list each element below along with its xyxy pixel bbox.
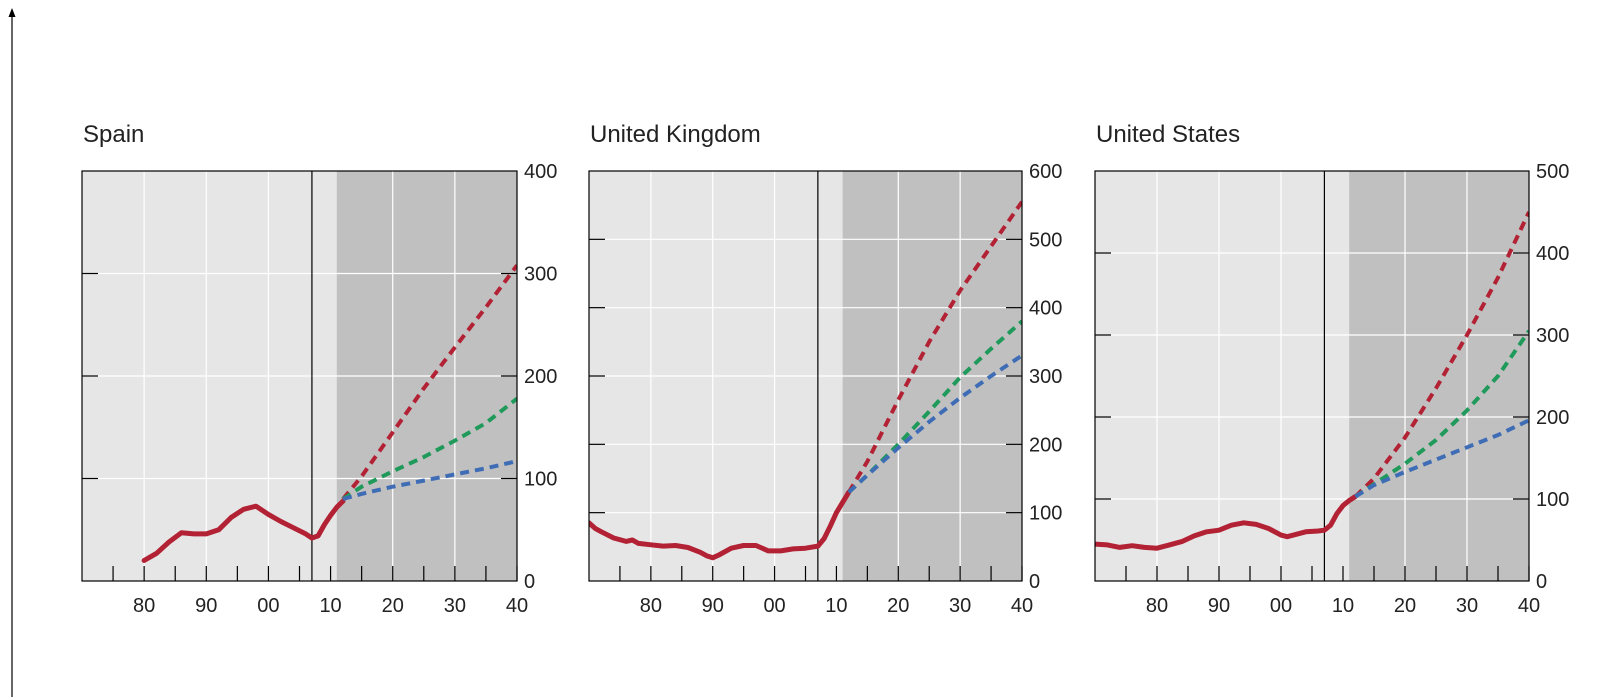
projection-line-3 bbox=[342, 459, 517, 501]
y-tick-label: 100 bbox=[1536, 489, 1569, 511]
x-tick-label: 80 bbox=[133, 595, 155, 617]
x-tick-label: 10 bbox=[1332, 595, 1354, 617]
x-tick-label: 30 bbox=[1456, 595, 1478, 617]
y-tick-label: 300 bbox=[1029, 366, 1062, 388]
x-tick-label: 20 bbox=[1394, 595, 1416, 617]
projection-line-2 bbox=[341, 397, 517, 501]
y-tick-label: 600 bbox=[1029, 161, 1062, 183]
outer-axis-arrowhead bbox=[8, 8, 16, 17]
x-tick-label: 40 bbox=[1518, 595, 1540, 617]
y-tick-label: 100 bbox=[1029, 503, 1062, 525]
chart-title: United Kingdom bbox=[590, 121, 761, 148]
x-tick-label: 40 bbox=[506, 595, 528, 617]
y-tick-label: 0 bbox=[1536, 571, 1547, 593]
y-tick-label: 0 bbox=[1029, 571, 1040, 593]
x-tick-label: 00 bbox=[1270, 595, 1292, 617]
y-tick-label: 400 bbox=[1029, 298, 1062, 320]
x-tick-label: 90 bbox=[702, 595, 724, 617]
chart-title: United States bbox=[1096, 121, 1240, 148]
projection-line-3 bbox=[847, 353, 1022, 494]
projection-shade bbox=[1349, 171, 1529, 581]
historical-line bbox=[1095, 494, 1358, 551]
historical-line bbox=[141, 498, 346, 563]
chart-title: Spain bbox=[83, 121, 144, 148]
x-tick-label: 20 bbox=[382, 595, 404, 617]
x-tick-label: 10 bbox=[319, 595, 341, 617]
y-tick-label: 100 bbox=[524, 469, 557, 491]
projection-line-1 bbox=[1354, 211, 1529, 498]
x-tick-label: 40 bbox=[1011, 595, 1033, 617]
y-tick-label: 200 bbox=[1536, 407, 1569, 429]
y-tick-label: 400 bbox=[1536, 243, 1569, 265]
y-tick-label: 500 bbox=[1029, 229, 1062, 251]
x-tick-label: 80 bbox=[1146, 595, 1168, 617]
y-tick-label: 300 bbox=[524, 264, 557, 286]
projection-line-1 bbox=[847, 200, 1022, 494]
y-tick-label: 200 bbox=[524, 366, 557, 388]
series-group bbox=[141, 264, 517, 563]
historical-line bbox=[589, 489, 852, 561]
y-tick-label: 200 bbox=[1029, 434, 1062, 456]
series-group bbox=[1095, 211, 1529, 551]
x-tick-label: 30 bbox=[444, 595, 466, 617]
x-tick-label: 90 bbox=[1208, 595, 1230, 617]
chart-panel-spain: 80 90 00 10 20 30 400 100 200 300 400 Spain bbox=[81, 121, 557, 617]
projection-line-1 bbox=[341, 264, 517, 501]
x-tick-label: 10 bbox=[825, 595, 847, 617]
projection-line-2 bbox=[847, 319, 1022, 494]
y-tick-label: 0 bbox=[524, 571, 535, 593]
x-tick-label: 30 bbox=[949, 595, 971, 617]
x-tick-label: 80 bbox=[640, 595, 662, 617]
y-tick-label: 300 bbox=[1536, 325, 1569, 347]
x-tick-label: 90 bbox=[195, 595, 217, 617]
x-tick-label: 20 bbox=[887, 595, 909, 617]
chart-panel-united-states: 80 90 00 10 20 30 400 100 200 300 400 500 United Sta… bbox=[1094, 121, 1569, 617]
chart-panel-united-kingdom: 80 90 00 10 20 30 400 100 200 300 400 500 600 United … bbox=[588, 121, 1062, 617]
y-tick-label: 400 bbox=[524, 161, 557, 183]
x-tick-label: 00 bbox=[257, 595, 279, 617]
y-tick-label: 500 bbox=[1536, 161, 1569, 183]
x-tick-label: 00 bbox=[763, 595, 785, 617]
projection-line-3 bbox=[1354, 418, 1529, 499]
series-group bbox=[589, 200, 1022, 561]
